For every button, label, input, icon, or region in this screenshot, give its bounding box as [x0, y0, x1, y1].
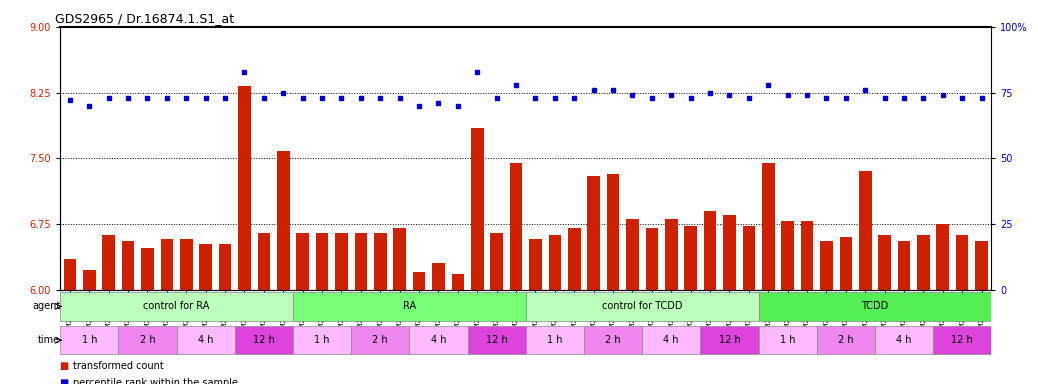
Bar: [701, 326, 759, 354]
Text: ■: ■: [60, 361, 73, 371]
Bar: [643, 326, 701, 354]
Bar: [409, 326, 467, 354]
Bar: [704, 211, 716, 290]
Bar: [490, 233, 503, 290]
Bar: [374, 233, 386, 290]
Bar: [529, 239, 542, 290]
Text: GDS2965 / Dr.16874.1.S1_at: GDS2965 / Dr.16874.1.S1_at: [55, 12, 235, 25]
Bar: [355, 233, 367, 290]
Text: 4 h: 4 h: [663, 335, 679, 345]
Bar: [141, 248, 154, 290]
Bar: [898, 242, 910, 290]
Bar: [684, 227, 696, 290]
Bar: [219, 244, 231, 290]
Text: TCDD: TCDD: [862, 301, 889, 311]
Bar: [933, 326, 991, 354]
Bar: [432, 263, 444, 290]
Bar: [762, 162, 774, 290]
Text: 1 h: 1 h: [315, 335, 330, 345]
Bar: [297, 233, 309, 290]
Bar: [976, 242, 988, 290]
Text: 1 h: 1 h: [82, 335, 97, 345]
Bar: [235, 326, 293, 354]
Bar: [510, 162, 522, 290]
Bar: [293, 326, 351, 354]
Text: ■: ■: [60, 378, 73, 384]
Bar: [452, 274, 464, 290]
Bar: [878, 235, 891, 290]
Text: 2 h: 2 h: [605, 335, 621, 345]
Bar: [393, 228, 406, 290]
Bar: [820, 242, 832, 290]
Text: agent: agent: [32, 301, 60, 311]
Bar: [118, 326, 176, 354]
Bar: [858, 171, 872, 290]
Text: 2 h: 2 h: [373, 335, 388, 345]
Bar: [607, 174, 620, 290]
Bar: [548, 235, 562, 290]
Text: percentile rank within the sample: percentile rank within the sample: [73, 378, 238, 384]
Text: 4 h: 4 h: [896, 335, 911, 345]
Bar: [584, 326, 643, 354]
Bar: [60, 326, 118, 354]
Bar: [918, 235, 930, 290]
Bar: [161, 239, 173, 290]
Text: transformed count: transformed count: [73, 361, 163, 371]
Text: 1 h: 1 h: [547, 335, 563, 345]
Bar: [277, 151, 290, 290]
Bar: [588, 176, 600, 290]
Bar: [471, 127, 484, 290]
Bar: [759, 326, 817, 354]
Bar: [525, 292, 759, 321]
Bar: [525, 326, 584, 354]
Bar: [956, 235, 968, 290]
Bar: [63, 259, 76, 290]
Text: 12 h: 12 h: [253, 335, 275, 345]
Bar: [646, 228, 658, 290]
Bar: [413, 272, 426, 290]
Bar: [723, 215, 736, 290]
Bar: [759, 292, 991, 321]
Text: 1 h: 1 h: [780, 335, 795, 345]
Bar: [626, 220, 638, 290]
Bar: [83, 270, 95, 290]
Bar: [176, 326, 235, 354]
Bar: [665, 220, 678, 290]
Bar: [875, 326, 933, 354]
Text: 4 h: 4 h: [198, 335, 214, 345]
Bar: [121, 242, 134, 290]
Bar: [840, 237, 852, 290]
Bar: [238, 86, 251, 290]
Text: time: time: [38, 335, 60, 345]
Bar: [316, 233, 328, 290]
Bar: [257, 233, 270, 290]
Text: 12 h: 12 h: [951, 335, 973, 345]
Text: RA: RA: [403, 301, 416, 311]
Bar: [467, 326, 525, 354]
Bar: [817, 326, 875, 354]
Text: 2 h: 2 h: [140, 335, 156, 345]
Bar: [351, 326, 409, 354]
Text: 2 h: 2 h: [838, 335, 853, 345]
Text: 4 h: 4 h: [431, 335, 446, 345]
Bar: [293, 292, 525, 321]
Bar: [103, 235, 115, 290]
Text: 12 h: 12 h: [718, 335, 740, 345]
Bar: [742, 227, 755, 290]
Text: control for RA: control for RA: [143, 301, 210, 311]
Text: control for TCDD: control for TCDD: [602, 301, 682, 311]
Bar: [936, 224, 949, 290]
Bar: [800, 221, 814, 290]
Bar: [782, 221, 794, 290]
Bar: [180, 239, 193, 290]
Bar: [568, 228, 580, 290]
Text: 12 h: 12 h: [486, 335, 508, 345]
Bar: [335, 233, 348, 290]
Bar: [60, 292, 293, 321]
Bar: [199, 244, 212, 290]
